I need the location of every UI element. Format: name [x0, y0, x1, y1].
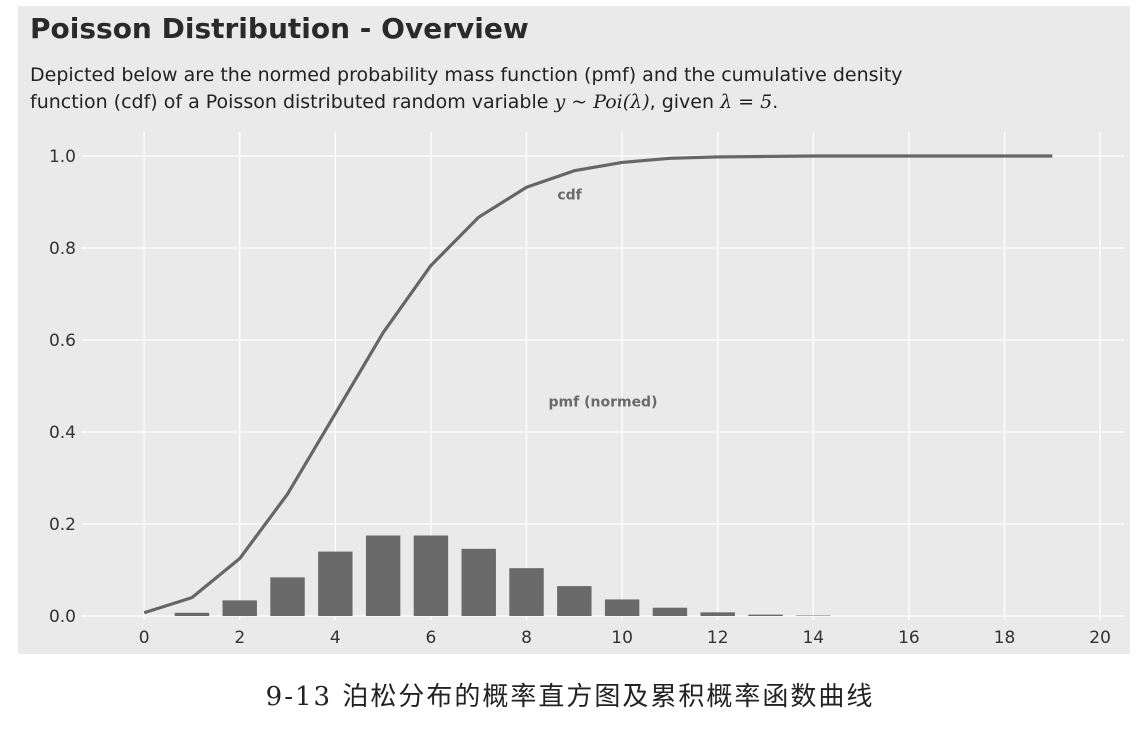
y-tick-label: 0.6	[49, 331, 76, 351]
chart-title: Poisson Distribution - Overview	[30, 12, 529, 45]
y-tick-label: 0.2	[49, 515, 76, 535]
subtitle-line-2-prefix: function (cdf) of a Poisson distributed …	[30, 91, 555, 113]
pmf-bar	[413, 535, 449, 616]
x-tick-label: 16	[898, 628, 920, 648]
y-tick-label: 1.0	[49, 147, 76, 167]
y-tick-label: 0.4	[49, 423, 76, 443]
pmf-bar	[700, 612, 735, 616]
pmf-bar	[270, 577, 305, 616]
x-tick-label: 0	[139, 628, 150, 648]
poisson-chart: 0 2 4 6 8 10 12 14 16 18 20 0.0 0.2 0.4 0.6 0.8 1.0 cdf pm…	[49, 132, 1124, 648]
subtitle-end: .	[772, 91, 779, 113]
pmf-bar	[365, 535, 401, 616]
x-tick-label: 6	[426, 628, 437, 648]
x-tick-label: 12	[707, 628, 729, 648]
x-tick-label: 8	[521, 628, 532, 648]
pmf-label: pmf (normed)	[549, 395, 658, 411]
pmf-bar	[318, 551, 353, 616]
chart-subtitle: Depicted below are the normed probabilit…	[30, 62, 1110, 116]
subtitle-line-2: function (cdf) of a Poisson distributed …	[30, 89, 1110, 116]
chart-panel	[18, 6, 1130, 654]
cdf-line	[143, 154, 1053, 615]
x-tick-label: 2	[234, 628, 245, 648]
pmf-bar	[461, 548, 496, 616]
x-tick-label: 10	[611, 628, 633, 648]
cdf-label: cdf	[557, 188, 582, 204]
pmf-bar	[604, 599, 640, 616]
x-tick-label: 20	[1089, 628, 1111, 648]
y-tick-label: 0.0	[49, 607, 76, 627]
pmf-bar	[652, 607, 688, 616]
pmf-bar	[222, 600, 257, 616]
x-tick-label: 14	[802, 628, 824, 648]
subtitle-math-param: λ = 5	[720, 91, 773, 113]
figure-caption: 9-13 泊松分布的概率直方图及累积概率函数曲线	[265, 682, 875, 712]
subtitle-math-variable: y ~ Poi(λ)	[554, 91, 650, 113]
pmf-bar	[557, 586, 592, 616]
pmf-bar	[748, 614, 783, 616]
pmf-bar	[174, 612, 210, 616]
y-tick-label: 0.8	[49, 239, 76, 259]
subtitle-line-1: Depicted below are the normed probabilit…	[30, 64, 903, 86]
subtitle-line-2-suffix: , given	[649, 91, 721, 113]
x-tick-label: 4	[330, 628, 341, 648]
x-tick-label: 18	[994, 628, 1016, 648]
pmf-bar	[509, 568, 544, 616]
